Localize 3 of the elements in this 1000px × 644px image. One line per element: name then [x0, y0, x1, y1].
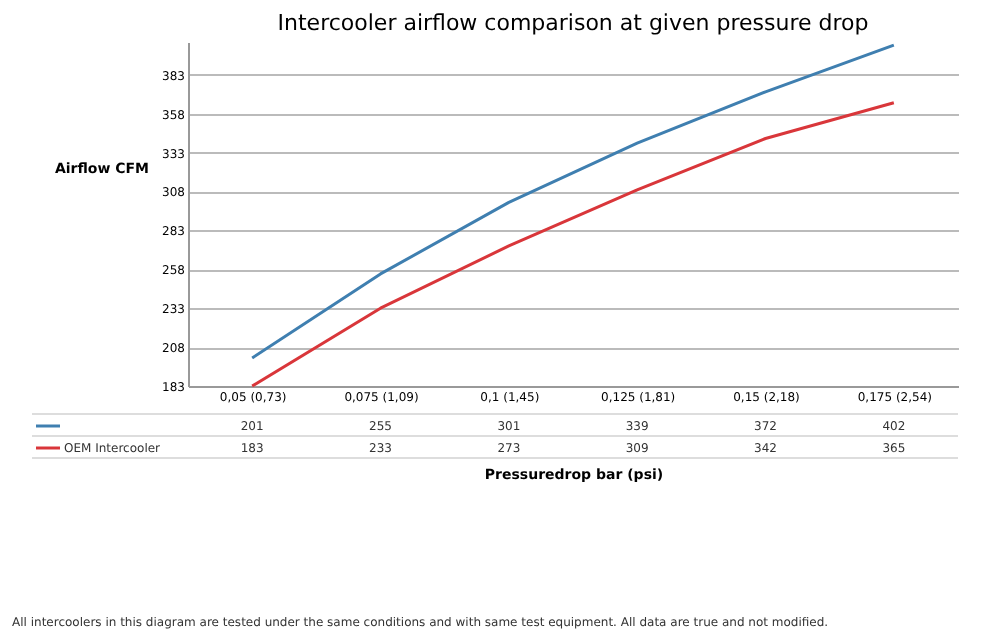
line-series — [250, 43, 896, 360]
chart-title: Intercooler airflow comparison at given pressure drop — [277, 10, 869, 36]
line-series — [250, 101, 896, 388]
